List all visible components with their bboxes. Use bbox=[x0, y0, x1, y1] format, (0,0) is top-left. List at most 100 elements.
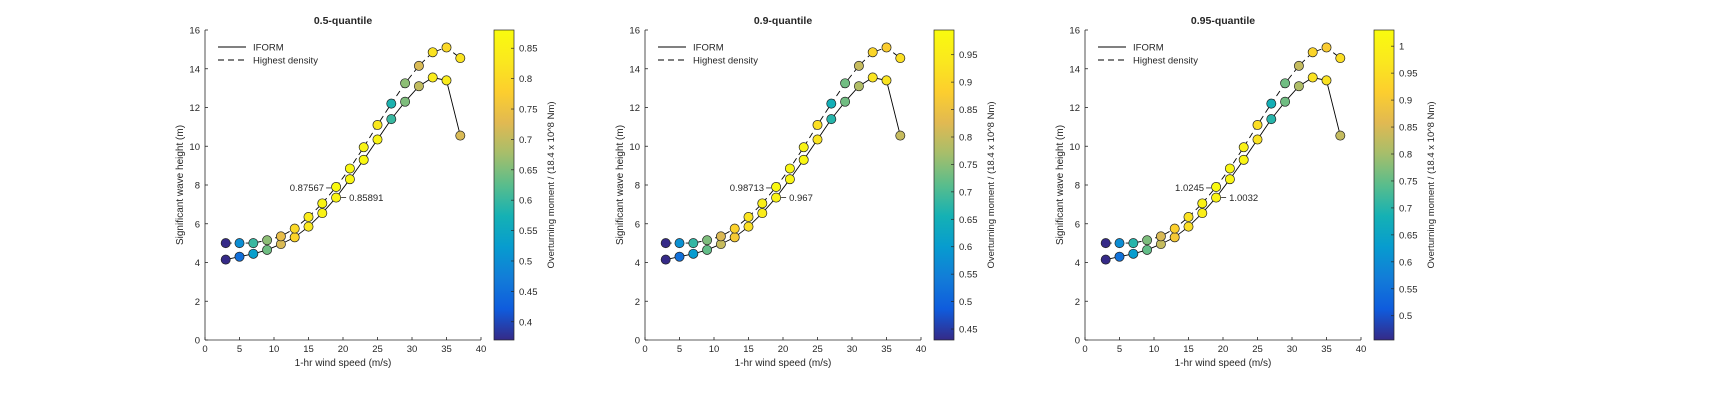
data-point-iform bbox=[1280, 96, 1291, 107]
colorbar-tick-label: 0.65 bbox=[959, 215, 978, 226]
data-point-iform bbox=[743, 221, 754, 232]
legend-label-iform: IFORM bbox=[1133, 43, 1164, 54]
data-point-highest-density bbox=[220, 238, 231, 249]
data-point-iform bbox=[840, 96, 851, 107]
data-point-highest-density bbox=[1321, 42, 1332, 53]
data-point-iform bbox=[784, 174, 795, 185]
chart-title: 0.95-quantile bbox=[1191, 15, 1255, 27]
data-point-iform bbox=[729, 232, 740, 243]
data-point-iform bbox=[1169, 232, 1180, 243]
data-point-iform bbox=[234, 251, 245, 262]
y-tick-label: 14 bbox=[189, 64, 200, 75]
y-tick-label: 10 bbox=[1069, 142, 1080, 153]
data-point-highest-density bbox=[1211, 181, 1222, 192]
colorbar-tick-label: 0.55 bbox=[959, 270, 978, 281]
colorbar-tick-label: 0.75 bbox=[1399, 176, 1418, 187]
colorbar-tick-label: 0.75 bbox=[959, 160, 978, 171]
y-tick-label: 10 bbox=[189, 142, 200, 153]
data-point-highest-density bbox=[275, 231, 286, 242]
colorbar-tick-label: 0.55 bbox=[519, 226, 538, 237]
data-point-iform bbox=[1321, 75, 1332, 86]
data-point-iform bbox=[400, 96, 411, 107]
data-point-highest-density bbox=[455, 53, 466, 64]
y-axis-label: Significant wave height (m) bbox=[615, 125, 626, 245]
colorbar-tick-label: 0.55 bbox=[1399, 284, 1418, 295]
data-point-iform bbox=[1252, 134, 1263, 145]
legend: IFORM Highest density bbox=[218, 43, 318, 67]
data-point-highest-density bbox=[812, 119, 823, 130]
chart-panel-2: 0 5 10 15 20 25 30 35 40 0 2 4 6 8 10 12 14 16 0.9-quantil… bbox=[615, 15, 997, 369]
data-point-iform bbox=[1266, 114, 1277, 125]
data-point-highest-density bbox=[1266, 98, 1277, 109]
colorbar-tick-label: 0.7 bbox=[1399, 203, 1412, 214]
data-point-iform bbox=[289, 232, 300, 243]
colorbar bbox=[493, 29, 515, 341]
data-point-highest-density bbox=[303, 212, 314, 222]
legend-label-highest-density: Highest density bbox=[693, 56, 758, 67]
y-tick-label: 8 bbox=[635, 181, 640, 192]
x-axis-label: 1-hr wind speed (m/s) bbox=[735, 358, 832, 369]
data-point-iform bbox=[674, 251, 685, 262]
legend: IFORM Highest density bbox=[658, 43, 758, 67]
y-tick-label: 8 bbox=[195, 181, 200, 192]
data-point-highest-density bbox=[262, 235, 273, 246]
data-point-highest-density bbox=[1307, 47, 1318, 58]
data-point-iform bbox=[1183, 221, 1194, 232]
data-point-iform bbox=[386, 114, 397, 125]
data-point-iform bbox=[372, 134, 383, 145]
data-point-iform bbox=[1114, 251, 1125, 262]
y-tick-label: 6 bbox=[1075, 219, 1080, 230]
legend: IFORM Highest density bbox=[1098, 43, 1198, 67]
data-point-highest-density bbox=[1280, 78, 1291, 89]
y-tick-label: 6 bbox=[635, 219, 640, 230]
x-tick-label: 25 bbox=[812, 344, 823, 355]
plot-area bbox=[205, 30, 481, 340]
y-tick-label: 10 bbox=[629, 142, 640, 153]
x-tick-label: 5 bbox=[1117, 344, 1122, 355]
data-point-highest-density bbox=[427, 47, 438, 58]
data-point-iform bbox=[455, 130, 466, 141]
y-tick-label: 16 bbox=[1069, 26, 1080, 37]
data-point-iform bbox=[1211, 192, 1222, 203]
x-tick-label: 20 bbox=[778, 344, 789, 355]
y-tick-label: 6 bbox=[195, 219, 200, 230]
data-point-highest-density bbox=[867, 47, 878, 58]
chart-panel-1: 0 5 10 15 20 25 30 35 40 0 2 4 6 8 10 12 14 16 0.5-quantil… bbox=[175, 15, 557, 369]
colorbar-tick-label: 0.65 bbox=[1399, 230, 1418, 241]
legend-label-iform: IFORM bbox=[253, 43, 284, 54]
y-tick-label: 12 bbox=[189, 103, 200, 114]
data-point-highest-density bbox=[688, 238, 699, 249]
y-tick-label: 2 bbox=[1075, 297, 1080, 308]
x-tick-label: 25 bbox=[372, 344, 383, 355]
y-tick-label: 12 bbox=[1069, 103, 1080, 114]
x-tick-label: 0 bbox=[642, 344, 647, 355]
colorbar-tick-label: 0.5 bbox=[1399, 311, 1412, 322]
y-tick-label: 4 bbox=[1075, 258, 1080, 269]
data-point-highest-density bbox=[660, 238, 671, 249]
x-tick-label: 0 bbox=[1082, 344, 1087, 355]
data-point-highest-density bbox=[853, 60, 864, 71]
data-point-iform bbox=[262, 244, 273, 255]
x-tick-label: 40 bbox=[476, 344, 487, 355]
colorbar-tick-label: 0.85 bbox=[1399, 123, 1418, 134]
data-point-iform bbox=[358, 154, 369, 165]
data-point-highest-density bbox=[743, 212, 754, 222]
data-point-iform bbox=[826, 114, 837, 125]
x-tick-label: 10 bbox=[269, 344, 280, 355]
chart-title: 0.5-quantile bbox=[314, 15, 373, 27]
colorbar-tick-label: 1 bbox=[1399, 42, 1404, 53]
data-point-highest-density bbox=[1142, 235, 1153, 246]
data-point-iform bbox=[331, 192, 342, 203]
data-point-iform bbox=[757, 208, 768, 219]
x-tick-label: 10 bbox=[1149, 344, 1160, 355]
x-tick-label: 0 bbox=[202, 344, 207, 355]
y-tick-label: 8 bbox=[1075, 181, 1080, 192]
annotation-highest-density: 1.0245 bbox=[1175, 183, 1204, 194]
y-tick-label: 0 bbox=[635, 336, 640, 347]
x-axis-label: 1-hr wind speed (m/s) bbox=[1175, 358, 1272, 369]
y-tick-label: 14 bbox=[629, 64, 640, 75]
y-tick-label: 14 bbox=[1069, 64, 1080, 75]
colorbar bbox=[1373, 29, 1395, 341]
plot-area bbox=[1085, 30, 1361, 340]
colorbar-tick-label: 0.7 bbox=[519, 135, 532, 146]
